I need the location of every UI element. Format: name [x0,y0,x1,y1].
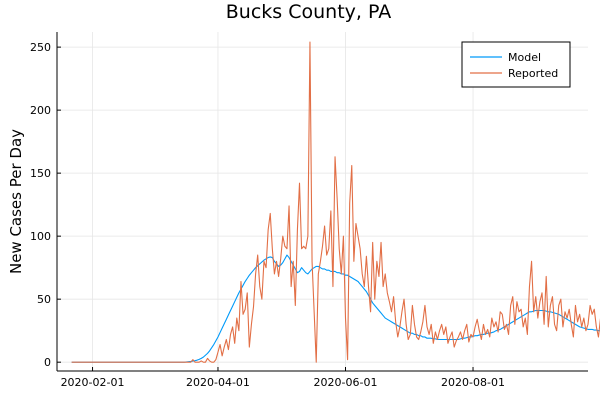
legend: Model Reported [461,41,571,88]
y-tick-label: 150 [30,167,51,180]
legend-label-reported: Reported [508,67,558,80]
x-tick-label: 2020-08-01 [441,376,505,389]
y-tick-label: 50 [37,293,51,306]
ticks: 0 50 100 150 200 250 2020-02-01 2020-04-01 2020-… [30,41,505,389]
chart-title: Bucks County, PA [226,1,391,23]
y-tick-label: 0 [44,356,51,369]
y-tick-label: 200 [30,104,51,117]
grid [57,32,588,371]
y-tick-label: 250 [30,41,51,54]
y-axis-label: New Cases Per Day [7,129,25,274]
x-tick-label: 2020-06-01 [314,376,378,389]
legend-label-model: Model [508,51,541,64]
legend-box [461,41,571,88]
series-line-reported [71,41,600,363]
series [71,41,600,363]
x-tick-label: 2020-04-01 [186,376,250,389]
x-tick-label: 2020-02-01 [61,376,125,389]
y-tick-label: 100 [30,230,51,243]
